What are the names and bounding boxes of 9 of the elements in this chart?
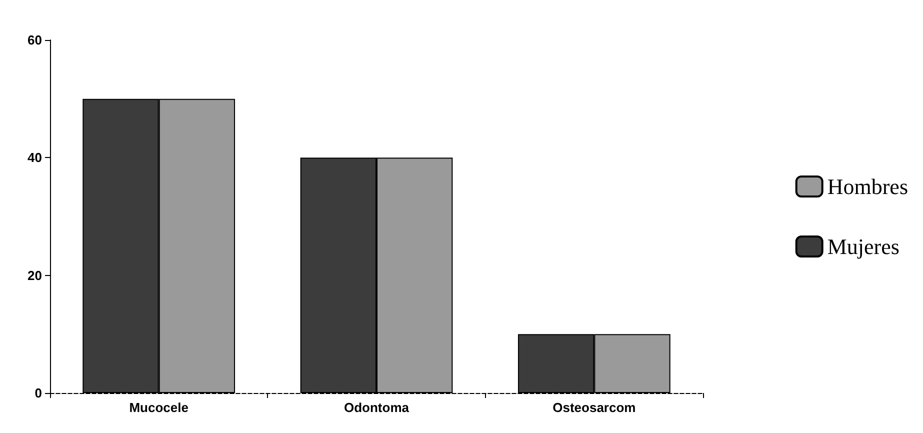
- y-tick-label: 0: [34, 386, 42, 400]
- x-tick-label: Osteosarcom: [552, 400, 636, 415]
- legend-label: Mujeres: [827, 234, 900, 259]
- x-tick-label: Odontoma: [344, 400, 410, 415]
- x-tick-label: Mucocele: [129, 400, 188, 415]
- y-tick-label: 40: [28, 150, 42, 166]
- legend-label: Hombres: [827, 174, 908, 199]
- y-tick-label: 60: [28, 32, 42, 48]
- y-tick-label: 20: [28, 268, 42, 283]
